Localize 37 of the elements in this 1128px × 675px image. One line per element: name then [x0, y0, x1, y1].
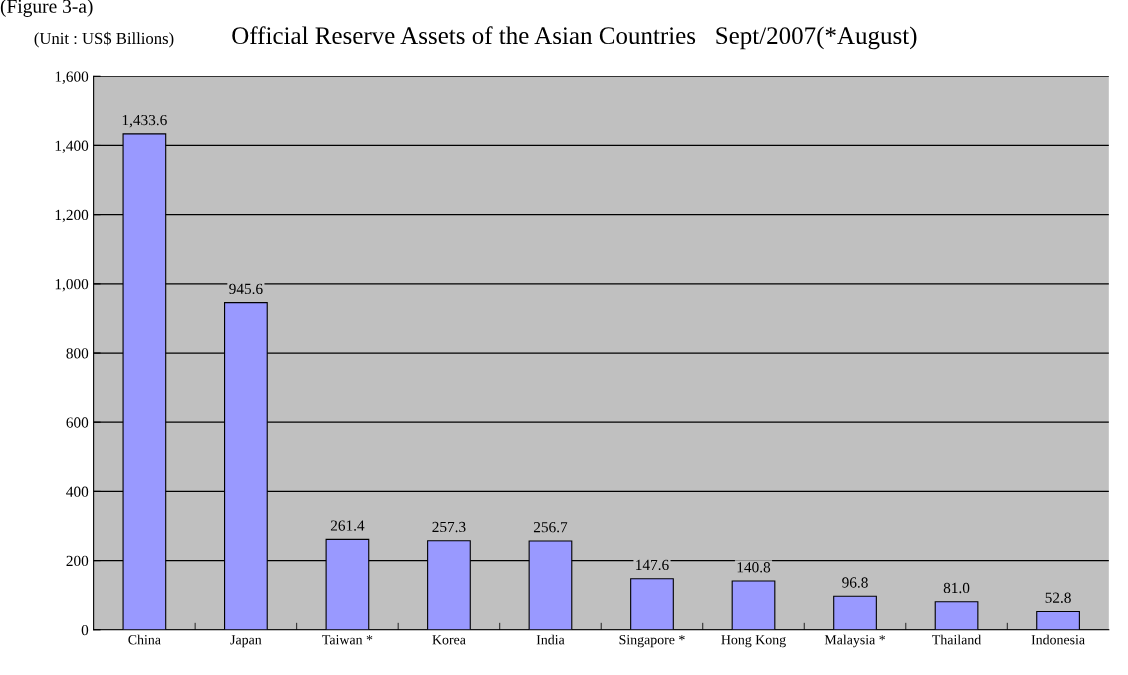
- x-tick-label: Hong Kong: [721, 635, 786, 648]
- data-label: 261.4: [330, 520, 365, 531]
- x-tick-label: India: [536, 634, 565, 645]
- data-label: 140.8: [737, 562, 771, 573]
- x-tick-label: Malaysia *: [824, 634, 886, 648]
- x-tick-label: Singapore *: [619, 635, 685, 648]
- y-tick-label: 600: [66, 417, 89, 428]
- bar: [934, 601, 979, 630]
- y-tick-label: 0: [81, 624, 89, 636]
- y-axis-title: (Unit : US$ Billions): [34, 31, 174, 48]
- data-label: 52.8: [1045, 592, 1071, 603]
- bar: [731, 580, 776, 630]
- y-tick-label: 400: [66, 486, 89, 497]
- x-tick-label: Taiwan *: [322, 635, 373, 645]
- bar: [833, 595, 877, 630]
- data-label: 945.6: [229, 283, 263, 295]
- y-tick-label: 1,600: [55, 71, 89, 84]
- x-tick-label: Japan: [230, 635, 262, 648]
- x-tick-label: China: [128, 634, 161, 645]
- x-tick-label: Korea: [432, 635, 466, 645]
- y-tick-label: 1,000: [55, 278, 89, 292]
- bar: [630, 578, 674, 630]
- text: (Figure 3-a): [0, 0, 93, 17]
- data-label: 81.0: [943, 582, 970, 594]
- x-tick-label: Thailand: [932, 634, 982, 645]
- data-label: 257.3: [432, 521, 466, 533]
- data-label: 256.7: [533, 522, 568, 533]
- y-tick-label: 800: [66, 348, 89, 359]
- data-label: 96.8: [842, 577, 868, 588]
- chart-title: Official Reserve Assets of the Asian Countries Sept/2007(*August): [232, 26, 917, 50]
- x-tick-label: Indonesia: [1031, 634, 1085, 645]
- data-label: 147.6: [636, 559, 669, 571]
- bar: [1036, 610, 1080, 630]
- y-tick-label: 1,400: [55, 140, 89, 154]
- y-tick-label: 1,200: [55, 209, 89, 223]
- y-tick-label: 200: [66, 555, 89, 567]
- data-label: 1,433.6: [122, 114, 167, 128]
